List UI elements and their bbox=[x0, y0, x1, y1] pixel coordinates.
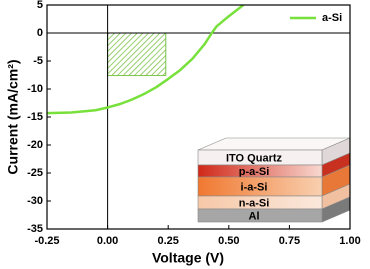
y-tick-label: -10 bbox=[27, 83, 43, 95]
x-tick-label: 0.25 bbox=[157, 235, 178, 247]
inset-layer-label: p-a-Si bbox=[239, 166, 270, 178]
data-line bbox=[47, 5, 245, 115]
inset-layer-label: ITO Quartz bbox=[226, 152, 283, 164]
inset-layer-label: i-a-Si bbox=[241, 181, 268, 193]
inset-layer bbox=[197, 208, 323, 223]
x-tick-label: 0.50 bbox=[218, 235, 239, 247]
x-tick-label: 0.75 bbox=[279, 235, 300, 247]
plot-area bbox=[47, 5, 245, 115]
y-tick-label: -25 bbox=[27, 167, 43, 179]
x-tick-label: 1.00 bbox=[339, 235, 360, 247]
y-tick-label: -30 bbox=[27, 195, 43, 207]
x-tick-label: 0.00 bbox=[97, 235, 118, 247]
y-tick-label: 0 bbox=[37, 27, 43, 39]
y-tick-label: 5 bbox=[37, 0, 43, 11]
x-axis-label: Voltage (V) bbox=[152, 250, 224, 266]
y-tick-label: -35 bbox=[27, 223, 43, 235]
legend-label: a-Si bbox=[322, 12, 342, 24]
y-axis-label: Current (mA/cm²) bbox=[5, 59, 21, 174]
shaded-region bbox=[107, 32, 167, 77]
y-tick-label: -20 bbox=[27, 139, 43, 151]
inset-layer-label: n-a-Si bbox=[239, 197, 270, 209]
inset-layer-label: Al bbox=[249, 210, 260, 222]
x-tick-label: -0.25 bbox=[34, 235, 59, 247]
y-tick-label: -15 bbox=[27, 111, 43, 123]
plot-frame bbox=[46, 4, 351, 230]
y-tick-label: -5 bbox=[33, 55, 43, 67]
